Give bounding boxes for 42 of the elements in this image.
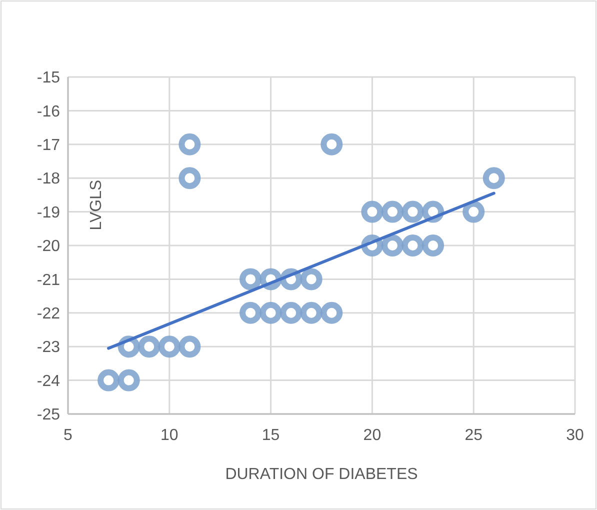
point: [402, 200, 424, 223]
point: [300, 302, 322, 324]
y-tick-label: -15: [36, 70, 60, 87]
point: [422, 234, 444, 256]
point: [178, 336, 201, 358]
y-tick-label: -25: [36, 406, 60, 424]
y-tick-label: -17: [36, 137, 60, 154]
point: [260, 302, 282, 324]
y-tick-label: -20: [36, 238, 60, 256]
y-axis-title: LVGLS: [88, 180, 105, 230]
point: [178, 133, 201, 156]
point: [240, 268, 262, 290]
point: [280, 302, 302, 324]
x-tick-label: 15: [262, 427, 280, 444]
point: [158, 336, 180, 358]
point: [381, 234, 404, 256]
x-tick-label: 20: [363, 427, 382, 444]
y-tick-label: -16: [36, 103, 60, 120]
point: [178, 167, 201, 190]
point: [240, 302, 262, 324]
point: [98, 369, 120, 392]
y-tick-label: -22: [36, 306, 60, 322]
point: [361, 200, 384, 223]
point: [381, 200, 404, 223]
point: [138, 336, 160, 358]
x-tick-label: 25: [464, 427, 483, 444]
x-tick-label: 30: [566, 427, 584, 444]
x-axis-title: DURATION OF DIABETES: [225, 466, 418, 483]
y-tick-label: -24: [36, 372, 60, 390]
point: [320, 302, 343, 324]
y-tick-label: -18: [36, 170, 60, 188]
y-tick-label: -23: [36, 339, 60, 356]
point: [462, 200, 485, 223]
y-tick-label: -19: [36, 204, 60, 222]
point: [118, 369, 140, 392]
point: [402, 234, 424, 256]
y-tick-label: -21: [36, 272, 60, 289]
point: [300, 268, 322, 290]
point: [482, 167, 505, 190]
x-tick-label: 5: [64, 427, 73, 444]
x-tick-label: 10: [160, 427, 178, 444]
point: [320, 133, 343, 156]
